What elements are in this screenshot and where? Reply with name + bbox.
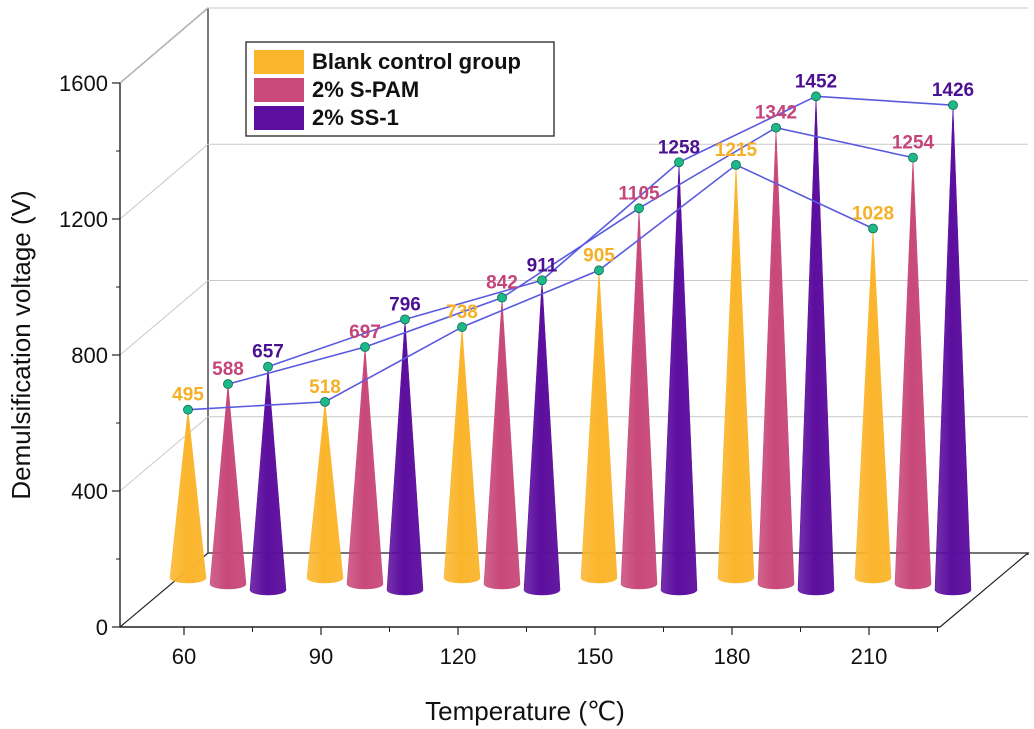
cone-0 <box>717 164 755 584</box>
data-label: 738 <box>446 302 478 323</box>
chart-axes: 0 400 800 1200 1600 60 90 120 150 180 210 <box>59 71 940 669</box>
cone-0 <box>169 409 207 584</box>
legend-label: 2% S-PAM <box>312 77 419 102</box>
x-tick-label: 150 <box>577 644 614 669</box>
data-label: 1028 <box>852 203 894 224</box>
data-point <box>537 275 547 286</box>
data-label: 1105 <box>618 183 660 204</box>
chart-cones <box>169 96 972 596</box>
y-tick-label: 800 <box>71 343 108 368</box>
legend-swatch <box>254 50 304 74</box>
cone-2 <box>249 366 287 596</box>
data-label: 697 <box>349 322 381 343</box>
legend-swatch <box>254 106 304 130</box>
y-tick-label: 1600 <box>59 71 108 96</box>
data-point <box>497 292 507 303</box>
y-tick-label: 0 <box>96 615 108 640</box>
cone-1 <box>209 384 247 590</box>
data-point <box>674 157 684 168</box>
data-point <box>868 223 878 234</box>
y-tick-label: 1200 <box>59 207 108 232</box>
cone-0 <box>580 270 618 584</box>
cone-0 <box>443 327 481 584</box>
data-label: 518 <box>309 377 341 398</box>
chart-series-lines <box>183 91 958 415</box>
cone-2 <box>797 96 835 596</box>
cone-2 <box>523 280 561 596</box>
cone-1 <box>894 157 932 590</box>
data-point <box>320 396 330 407</box>
data-label: 1342 <box>755 103 797 124</box>
data-point <box>731 159 741 170</box>
data-point <box>594 265 604 276</box>
series-line-0 <box>187 163 874 411</box>
data-point <box>948 100 958 111</box>
data-point <box>400 314 410 325</box>
x-tick-label: 90 <box>309 644 333 669</box>
data-point <box>771 122 781 133</box>
cone-1 <box>346 347 384 590</box>
data-label: 1254 <box>892 133 935 154</box>
cone-2 <box>934 105 972 596</box>
cone-1 <box>483 297 521 590</box>
legend: Blank control group 2% S-PAM 2% SS-1 <box>245 41 555 137</box>
data-label: 911 <box>527 255 558 276</box>
data-label: 1258 <box>658 137 700 158</box>
data-label: 842 <box>486 273 518 294</box>
series-line-2 <box>267 95 954 368</box>
floor-outline <box>119 552 1030 628</box>
data-point <box>457 322 467 332</box>
cone-1 <box>620 208 658 590</box>
legend-swatch <box>254 78 304 102</box>
x-tick-label: 120 <box>440 644 477 669</box>
legend-label: Blank control group <box>312 49 521 74</box>
chart-data-labels: 495 518 738 905 1215 1028 588 697 842 1105 1342 125… <box>172 71 974 405</box>
data-label: 1452 <box>795 71 837 92</box>
data-point <box>634 203 644 214</box>
series-line-1 <box>227 126 914 385</box>
data-label: 1215 <box>715 140 758 161</box>
cone-0 <box>306 401 344 584</box>
gridline-depth <box>119 280 209 356</box>
chart-gridlines <box>119 7 1028 492</box>
x-tick-label: 180 <box>714 644 751 669</box>
data-label: 588 <box>212 359 244 380</box>
data-point <box>811 91 821 102</box>
cone-2 <box>386 319 424 596</box>
cone-0 <box>854 228 892 584</box>
data-label: 495 <box>172 385 204 406</box>
gridline-depth <box>119 143 209 220</box>
legend-label: 2% SS-1 <box>312 105 399 130</box>
gridline-depth <box>119 7 209 84</box>
x-axis-title: Temperature (℃) <box>425 696 625 726</box>
data-point <box>223 379 233 389</box>
data-point <box>360 342 370 352</box>
y-axis-title: Demulsification voltage (V) <box>6 190 36 499</box>
data-point <box>908 152 918 163</box>
data-label: 1426 <box>932 80 974 101</box>
x-tick-label: 210 <box>851 644 888 669</box>
data-point <box>183 404 193 415</box>
data-label: 657 <box>252 342 284 363</box>
x-tick-label: 60 <box>172 644 196 669</box>
cone-1 <box>757 127 795 590</box>
cone-2 <box>660 162 698 596</box>
gridline-depth <box>119 416 209 492</box>
data-point <box>263 361 273 372</box>
data-label: 905 <box>583 245 615 266</box>
y-tick-label: 400 <box>71 479 108 504</box>
data-label: 796 <box>389 294 421 315</box>
